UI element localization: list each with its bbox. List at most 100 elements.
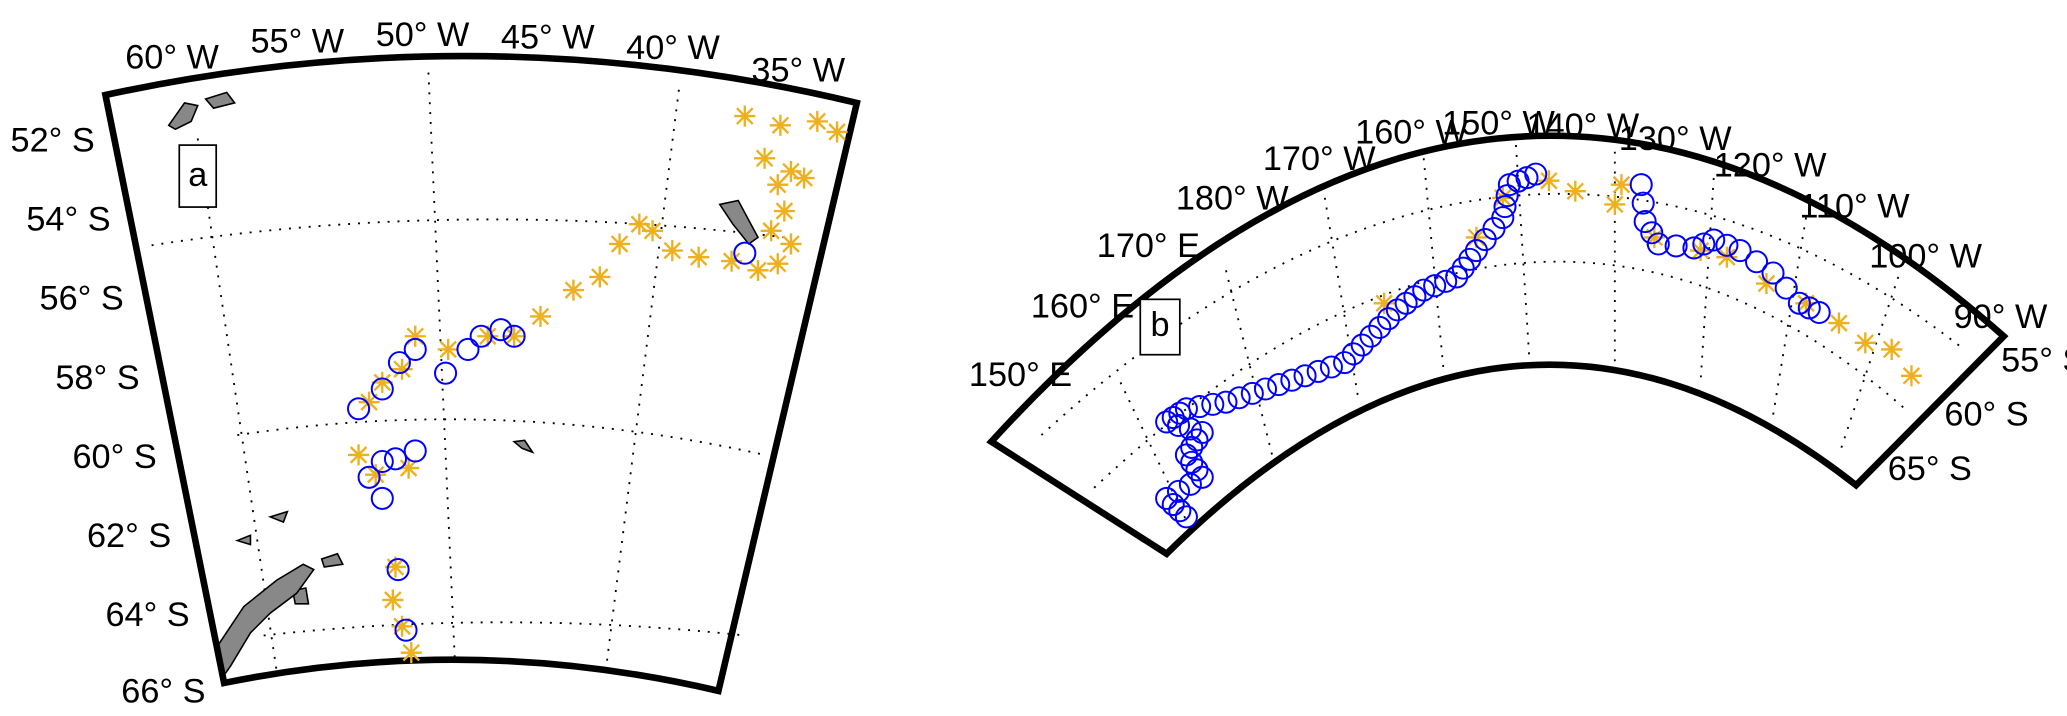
longitude-label: 160° W	[1355, 114, 1468, 152]
track-point-circle	[383, 447, 408, 471]
asterisk-stroke	[505, 327, 523, 345]
track-point-circle	[1155, 410, 1179, 434]
asterisk-stroke	[1612, 175, 1631, 194]
asterisk-stroke	[795, 169, 813, 187]
track-point-circle	[403, 439, 427, 463]
grid-line	[1699, 178, 1715, 383]
track-point-circle	[1350, 333, 1374, 357]
track-point-circle	[1631, 191, 1655, 215]
asterisk-stroke	[1757, 274, 1776, 293]
longitude-label: 50° W	[376, 16, 470, 54]
track-point-circle	[1377, 307, 1401, 331]
track-point-asterisk	[661, 240, 683, 262]
asterisk-stroke	[386, 558, 405, 576]
latitude-label: 52° S	[11, 122, 95, 160]
longitude-label: 170° W	[1263, 140, 1376, 178]
track-point-circle	[1524, 162, 1548, 186]
longitude-label: 110° W	[1799, 187, 1910, 225]
asterisk-stroke	[769, 254, 787, 273]
land	[320, 552, 344, 568]
track-point-asterisk	[609, 233, 631, 255]
track-point-asterisk	[562, 279, 584, 301]
track-point-circle	[1190, 465, 1214, 489]
grid-line	[1225, 270, 1273, 456]
grid-line	[196, 138, 278, 673]
longitude-label: 45° W	[501, 19, 595, 57]
track-point-asterisk	[1604, 193, 1626, 215]
track-point-circle	[1774, 276, 1798, 300]
track-point-circle	[1359, 324, 1383, 348]
track-point-circle	[1491, 206, 1515, 230]
track-point-circle	[387, 351, 411, 375]
asterisk-stroke	[366, 465, 385, 484]
track-point-circle	[370, 449, 394, 474]
panel-a	[101, 52, 861, 695]
track-point-circle	[1190, 420, 1214, 445]
asterisk-stroke	[755, 149, 774, 168]
panel-b	[986, 132, 2009, 558]
track-point-circle	[1161, 406, 1185, 430]
track-point-circle	[1495, 184, 1519, 208]
track-point-asterisk	[780, 160, 802, 183]
asterisk-stroke	[531, 307, 550, 326]
track-point-circle	[403, 337, 427, 361]
latitude-label: 60° S	[1944, 396, 2028, 434]
asterisk-stroke	[689, 248, 708, 266]
longitude-label: 35° W	[751, 52, 845, 90]
track-point-circle	[1201, 392, 1225, 416]
track-point-circle	[1423, 274, 1447, 298]
asterisk-stroke	[775, 202, 794, 220]
track-point-circle	[1728, 239, 1752, 263]
track-point-asterisk	[1828, 312, 1850, 334]
track-point-asterisk	[628, 213, 650, 235]
grid-line	[427, 72, 456, 660]
land	[267, 510, 289, 524]
track-point-circle	[1185, 428, 1209, 452]
track-point-circle	[1692, 232, 1716, 256]
track-point-asterisk	[1689, 240, 1712, 262]
track-point-asterisk	[1610, 174, 1632, 196]
asterisk-stroke	[1494, 189, 1512, 207]
grid-line	[1772, 217, 1807, 416]
track-point-circle	[1368, 315, 1392, 339]
track-point-circle	[1319, 355, 1343, 379]
asterisk-stroke	[349, 446, 368, 464]
track-point-asterisk	[391, 358, 413, 380]
latitude-label: 56° S	[40, 280, 124, 318]
asterisk-stroke	[402, 643, 421, 662]
track-point-circle	[1629, 173, 1653, 197]
land	[167, 102, 199, 131]
track-point-asterisk	[806, 110, 828, 132]
longitude-label: 130° W	[1619, 120, 1732, 158]
map-frame	[986, 132, 2009, 558]
track-point-circle	[1166, 479, 1191, 503]
track-point-circle	[469, 324, 493, 348]
asterisk-stroke	[1902, 367, 1921, 385]
latitude-label: 65° S	[1888, 450, 1972, 488]
asterisk-stroke	[406, 327, 424, 345]
asterisk-stroke	[1856, 334, 1875, 352]
asterisk-stroke	[1467, 228, 1486, 247]
grid-line	[1093, 260, 1906, 489]
longitude-label: 160° E	[1031, 288, 1134, 326]
asterisk-stroke	[399, 459, 418, 477]
track-point-circle	[1306, 359, 1330, 383]
asterisk-stroke	[722, 252, 741, 270]
track-point-circle	[1188, 395, 1212, 419]
panel-label: a	[188, 156, 208, 194]
panel-label-box	[178, 144, 218, 208]
panel-label: b	[1151, 306, 1170, 344]
track-point-asterisk	[503, 325, 525, 347]
asterisk-stroke	[1606, 195, 1624, 214]
track-point-asterisk	[767, 253, 789, 275]
longitude-label: 60° W	[125, 38, 219, 76]
track-point-asterisk	[1716, 246, 1738, 268]
track-point-circle	[1664, 234, 1688, 258]
asterisk-stroke	[1691, 241, 1710, 260]
latitude-label: 54° S	[26, 201, 110, 239]
track-point-circle	[1493, 195, 1517, 219]
latitude-label: 55° S	[2001, 342, 2067, 380]
track-point-asterisk	[1881, 338, 1903, 360]
latitude-label: 58° S	[55, 359, 139, 397]
